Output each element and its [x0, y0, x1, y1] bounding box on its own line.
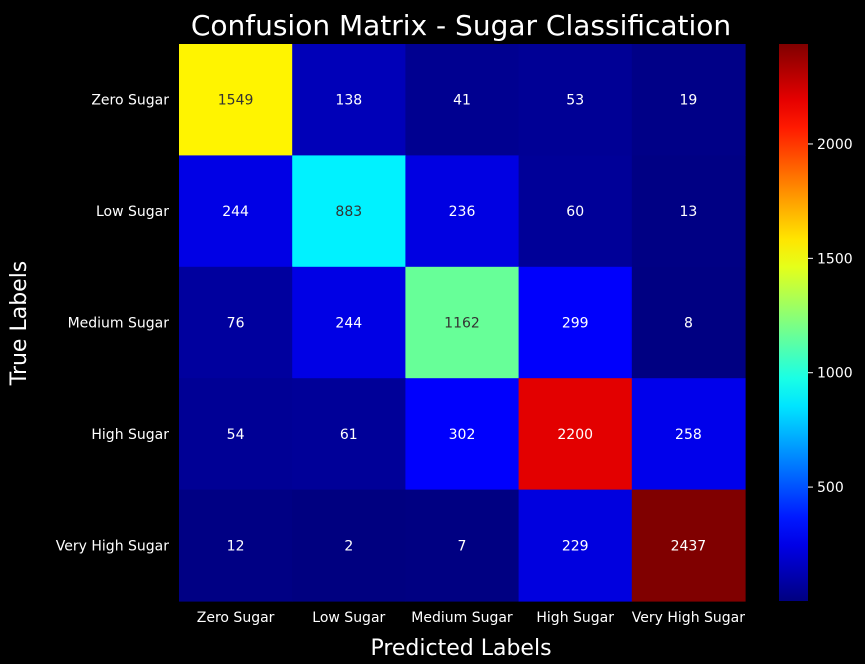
y-tick-label: Low Sugar [96, 204, 169, 220]
x-tick-labels: Zero Sugar Low Sugar Medium Sugar High Suga… [197, 610, 745, 626]
y-tick-labels: Zero Sugar Low Sugar Medium Sugar High Suga… [56, 93, 169, 555]
heatmap-cell [631, 266, 746, 379]
heatmap-cell [292, 44, 406, 156]
heatmap-cell [179, 44, 293, 156]
y-tick-label: Very High Sugar [56, 538, 169, 554]
heatmap-cell [518, 378, 633, 491]
cell-value-label: 1549 [218, 93, 254, 109]
heatmap-cell [405, 44, 520, 156]
cell-value-label: 41 [453, 93, 471, 109]
heatmap-cell [179, 155, 293, 268]
cell-value-label: 244 [222, 204, 249, 220]
y-tick-label: Medium Sugar [68, 316, 170, 332]
colorbar-tick-label: 2000 [817, 137, 853, 153]
x-tick-label: Very High Sugar [632, 610, 745, 626]
colorbar-ticks: 500 1000 1500 2000 [808, 137, 853, 496]
x-axis-label: Predicted Labels [370, 636, 551, 661]
cell-value-label: 54 [227, 427, 245, 443]
cell-value-label: 302 [449, 427, 476, 443]
cell-value-label: 229 [562, 538, 589, 554]
cell-value-label: 76 [227, 316, 245, 332]
cell-value-label: 299 [562, 316, 589, 332]
heatmap-cell-labels: 1549 138 41 53 19 244 883 236 60 13 76 244 1162 299 8 5… [218, 93, 706, 555]
y-axis-label: True Labels [7, 261, 32, 387]
heatmap-cell [179, 489, 293, 602]
cell-value-label: 138 [335, 93, 362, 109]
heatmap-cell [518, 155, 633, 268]
heatmap-cell [631, 489, 746, 602]
heatmap-cell [179, 378, 293, 491]
heatmap-cell [631, 378, 746, 491]
colorbar [779, 44, 808, 601]
cell-value-label: 258 [675, 427, 702, 443]
heatmap-cell [631, 44, 746, 156]
cell-value-label: 2200 [557, 427, 593, 443]
x-tick-label: Medium Sugar [411, 610, 513, 626]
y-tick-label: Zero Sugar [91, 93, 169, 109]
heatmap-cell [405, 266, 520, 379]
heatmap-cell [179, 266, 293, 379]
heatmap-cell [405, 489, 520, 602]
chart-title: Confusion Matrix - Sugar Classification [191, 9, 731, 42]
colorbar-tick-label: 1000 [817, 366, 853, 382]
cell-value-label: 12 [227, 538, 245, 554]
cell-value-label: 2 [344, 538, 353, 554]
cell-value-label: 244 [335, 316, 362, 332]
cell-value-label: 7 [458, 538, 467, 554]
heatmap-cell [405, 378, 520, 491]
cell-value-label: 236 [449, 204, 476, 220]
cell-value-label: 883 [335, 204, 362, 220]
x-tick-label: Low Sugar [312, 610, 385, 626]
heatmap-cell [405, 155, 520, 268]
colorbar-tick-label: 1500 [817, 251, 853, 267]
heatmap-cell [518, 489, 633, 602]
heatmap-cell [292, 489, 406, 602]
x-tick-label: High Sugar [536, 610, 614, 626]
cell-value-label: 53 [566, 93, 584, 109]
x-tick-label: Zero Sugar [197, 610, 275, 626]
heatmap-cell [292, 266, 406, 379]
heatmap-cell [631, 155, 746, 268]
heatmap-cells [179, 44, 746, 602]
cell-value-label: 8 [684, 316, 693, 332]
cell-value-label: 19 [679, 93, 697, 109]
cell-value-label: 1162 [444, 316, 480, 332]
cell-value-label: 60 [566, 204, 584, 220]
cell-value-label: 2437 [671, 538, 707, 554]
colorbar-tick-label: 500 [817, 480, 844, 496]
heatmap-cell [292, 155, 406, 268]
cell-value-label: 13 [679, 204, 697, 220]
heatmap-cell [518, 44, 633, 156]
y-tick-label: High Sugar [91, 427, 169, 443]
heatmap-cell [518, 266, 633, 379]
cell-value-label: 61 [340, 427, 358, 443]
heatmap-cell [292, 378, 406, 491]
